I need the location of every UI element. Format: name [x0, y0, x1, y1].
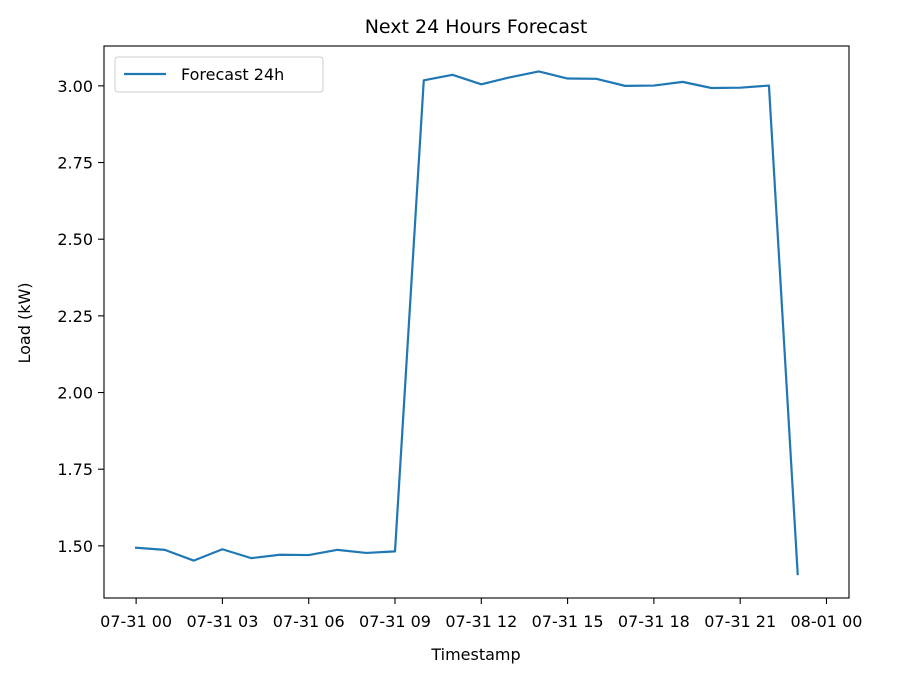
x-axis-ticks: 07-31 00 07-31 03 07-31 06 07-31 09 07-31 12… — [100, 598, 862, 631]
x-tick-label: 07-31 12 — [445, 612, 517, 631]
x-tick-label: 07-31 06 — [273, 612, 345, 631]
x-tick-label: 08-01 00 — [790, 612, 862, 631]
y-axis-label: Load (kW) — [15, 282, 34, 363]
plot-area — [103, 45, 850, 599]
y-tick-label: 2.50 — [57, 230, 93, 249]
y-tick-label: 3.00 — [57, 77, 93, 96]
chart-title: Next 24 Hours Forecast — [365, 16, 588, 38]
axes-frame — [103, 45, 850, 599]
y-axis-ticks: 1.50 1.75 2.00 2.25 2.50 2.75 3.00 — [57, 77, 104, 556]
y-tick-label: 2.75 — [57, 154, 93, 173]
y-tick-label: 1.75 — [57, 460, 93, 479]
x-tick-label: 07-31 18 — [618, 612, 690, 631]
x-tick-label: 07-31 09 — [359, 612, 431, 631]
x-tick-label: 07-31 03 — [186, 612, 258, 631]
y-tick-label: 2.00 — [57, 384, 93, 403]
x-tick-label: 07-31 00 — [100, 612, 172, 631]
series-line — [134, 70, 799, 576]
x-axis-label: Timestamp — [430, 645, 520, 664]
y-tick-label: 1.50 — [57, 537, 93, 556]
legend-label: Forecast 24h — [181, 65, 284, 84]
x-tick-label: 07-31 15 — [532, 612, 604, 631]
legend-box — [114, 56, 324, 93]
legend: Forecast 24h — [114, 56, 324, 93]
x-tick-label: 07-31 21 — [704, 612, 776, 631]
y-tick-label: 2.25 — [57, 307, 93, 326]
